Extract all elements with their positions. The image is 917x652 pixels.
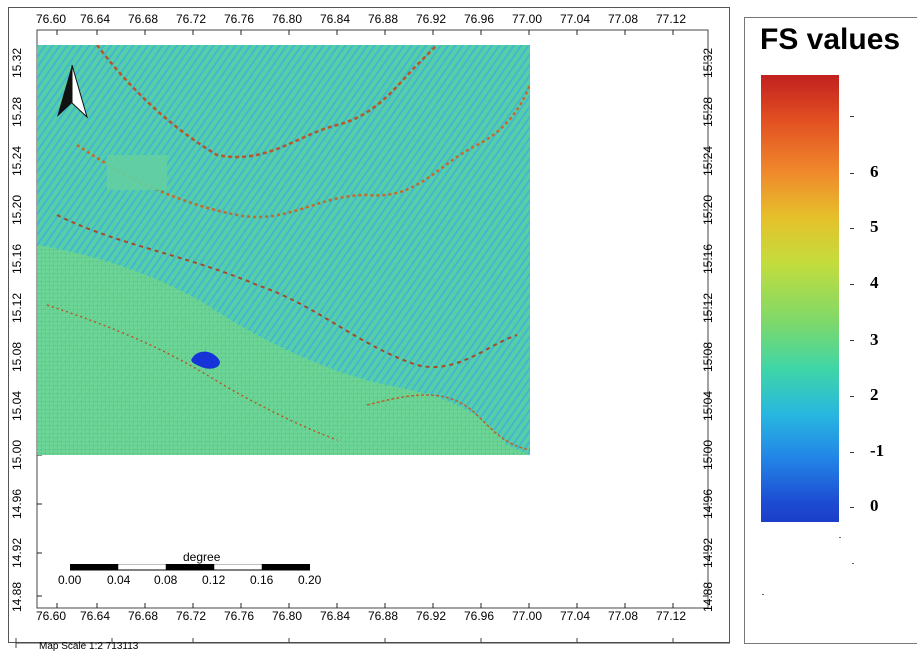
top-axis-label: 76.72 [176,12,207,26]
top-axis-label: 77.00 [512,12,543,26]
top-axis-label: 76.84 [320,12,351,26]
right-axis-label: 15.12 [701,292,716,324]
legend-frame [744,17,917,644]
bottom-axis-label: 77.08 [608,609,639,623]
right-axis-label: 15.16 [701,243,716,275]
legend-tick [850,396,854,397]
scalebar-label: 0.04 [107,573,131,587]
bottom-axis-label: 76.60 [36,609,67,623]
right-axis-label: 15.32 [701,47,716,79]
scalebar-label: 0.16 [250,573,274,587]
legend-tick [850,116,854,117]
scalebar-label: 0.12 [202,573,226,587]
left-axis-label: 15.12 [10,292,25,324]
scalebar-label: 0.00 [58,573,82,587]
legend-tick [850,228,854,229]
top-axis-label: 76.64 [80,12,111,26]
bottom-axis-label: 76.76 [224,609,255,623]
legend-title: FS values [760,23,901,56]
scalebar-label: 0.08 [154,573,178,587]
left-axis-label: 15.04 [10,390,25,422]
top-axis-label: 77.12 [656,12,687,26]
left-axis-label: 14.92 [10,537,25,569]
bottom-axis-label: 76.88 [368,609,399,623]
legend-label: 3 [870,330,879,349]
legend-label: 2 [870,385,879,404]
left-axis-label: 14.96 [10,488,25,520]
left-axis-label: 15.32 [10,47,25,79]
right-axis-label: 14.88 [701,581,716,613]
bottom-axis-label: 76.72 [176,609,207,623]
north-arrow-icon [57,64,88,119]
legend-label: 5 [870,217,879,236]
scalebar-unit: degree [183,550,221,564]
legend-speck [852,563,854,564]
left-axis-label: 15.20 [10,194,25,226]
bottom-axis-label: 76.96 [464,609,495,623]
left-axis-label: 15.08 [10,341,25,373]
top-axis-label: 76.68 [128,12,159,26]
top-axis-label: 76.92 [416,12,447,26]
left-axis-label: 15.24 [10,145,25,177]
top-axis-label: 76.96 [464,12,495,26]
legend-label: -1 [870,441,885,460]
scalebar [70,564,310,571]
legend-label: 0 [870,496,879,515]
right-axis-label: 15.20 [701,194,716,226]
right-axis-label: 14.96 [701,488,716,520]
bottom-axis-label: 76.64 [80,609,111,623]
legend-tick [850,284,854,285]
legend-tick [850,452,854,453]
top-axis-label: 76.80 [272,12,303,26]
legend-tick [850,507,854,508]
legend-speck [839,537,841,538]
top-axis-label: 76.60 [36,12,67,26]
left-axis-label: 15.16 [10,243,25,275]
right-axis-label: 15.08 [701,341,716,373]
right-axis-label: 15.00 [701,439,716,471]
bottom-axis-label: 77.00 [512,609,543,623]
right-axis-label: 14.92 [701,537,716,569]
legend-tick [850,173,854,174]
fs-raster-map [37,45,530,455]
top-axis-label: 77.04 [560,12,591,26]
top-axis-label: 77.08 [608,12,639,26]
top-axis-label: 76.76 [224,12,255,26]
left-axis-label: 14.88 [10,581,25,613]
right-axis-label: 15.28 [701,96,716,128]
bottom-axis-label: 77.12 [656,609,687,623]
fs-colorbar [761,75,839,522]
bottom-axis-label: 76.68 [128,609,159,623]
scalebar-label: 0.20 [298,573,322,587]
legend-speck [762,594,764,595]
bottom-axis-label: 76.92 [416,609,447,623]
left-axis-label: 15.28 [10,96,25,128]
right-axis-label: 15.24 [701,145,716,177]
left-axis-label: 15.00 [10,439,25,471]
bottom-axis-label: 77.04 [560,609,591,623]
bottom-axis-label: 76.84 [320,609,351,623]
legend-label: 4 [870,273,879,292]
right-axis-label: 15.04 [701,390,716,422]
bottom-axis-label: 76.80 [272,609,303,623]
top-axis-label: 76.88 [368,12,399,26]
map-scale-text: Map Scale 1:2 713113 [39,641,139,652]
legend-tick [850,340,854,341]
legend-label: 6 [870,162,879,181]
